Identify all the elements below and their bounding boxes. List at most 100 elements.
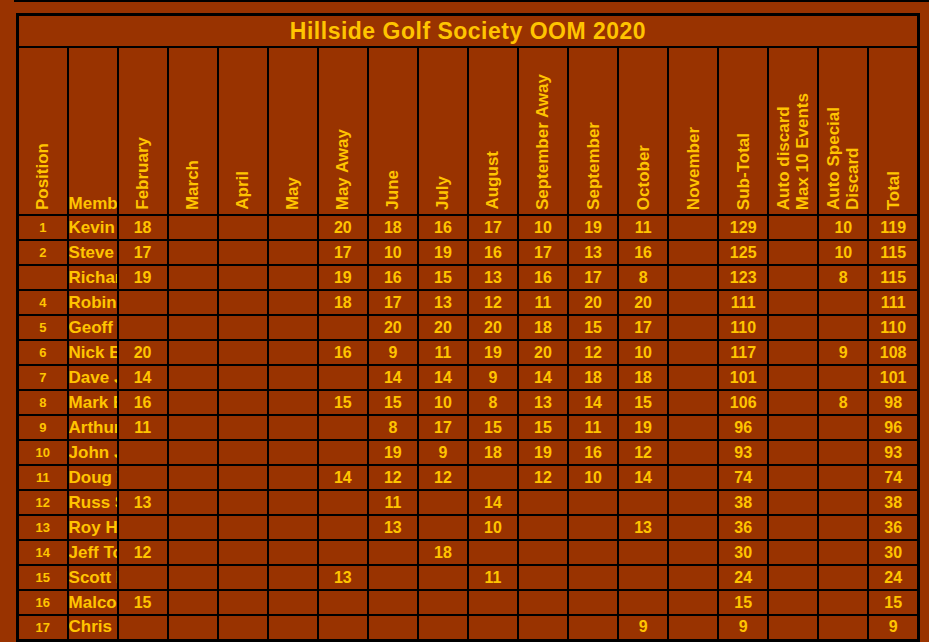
score-cell-june: 8 (368, 415, 418, 440)
score-cell-august (468, 615, 518, 640)
score-cell-may (268, 415, 318, 440)
score-cell-july (418, 515, 468, 540)
score-cell-may-away: 14 (318, 465, 368, 490)
table-row: 1Kevin Sheldon182018161710191112910119 (18, 215, 919, 240)
position-cell: 10 (18, 440, 68, 465)
score-cell-may (268, 215, 318, 240)
score-cell-auto-discard (768, 565, 818, 590)
score-cell-august: 20 (468, 315, 518, 340)
score-cell-august: 12 (468, 290, 518, 315)
table-row: 14Jeff Todd12183030 (18, 540, 919, 565)
score-cell-total: 9 (868, 615, 918, 640)
table-row: 7Dave Jessop1414149141818101101 (18, 365, 919, 390)
score-cell-october (618, 540, 668, 565)
score-cell-july: 13 (418, 290, 468, 315)
title-row: Hillside Golf Society OOM 2020 (18, 15, 919, 48)
score-cell-auto-discard (768, 590, 818, 615)
score-cell-may (268, 290, 318, 315)
score-cell-july: 10 (418, 390, 468, 415)
score-cell-september-away (518, 615, 568, 640)
column-header-label: July (433, 176, 452, 210)
member-name-cell: Arthur Wilson (68, 415, 118, 440)
score-cell-july: 20 (418, 315, 468, 340)
score-cell-auto-special-discard: 9 (818, 340, 868, 365)
score-cell-june: 13 (368, 515, 418, 540)
score-cell-march (168, 590, 218, 615)
score-cell-april (218, 290, 268, 315)
score-cell-october (618, 490, 668, 515)
position-cell: 15 (18, 565, 68, 590)
page-title: Hillside Golf Society OOM 2020 (18, 15, 919, 48)
score-cell-september (568, 540, 618, 565)
score-cell-november (668, 515, 718, 540)
score-cell-august: 8 (468, 390, 518, 415)
column-header-label: February (133, 137, 152, 210)
column-header-sub-total: Sub-Total (718, 47, 768, 215)
score-cell-april (218, 465, 268, 490)
member-name-cell: John Jessop (68, 440, 118, 465)
score-cell-may-away: 16 (318, 340, 368, 365)
member-name-cell: Doug Troke (68, 465, 118, 490)
score-cell-april (218, 565, 268, 590)
score-cell-august (468, 590, 518, 615)
position-cell: 2 (18, 240, 68, 265)
score-cell-october: 10 (618, 340, 668, 365)
score-cell-march (168, 365, 218, 390)
score-cell-june (368, 540, 418, 565)
column-header-auto-special-discard: Auto Special Discard (818, 47, 868, 215)
score-cell-april (218, 590, 268, 615)
score-cell-june: 10 (368, 240, 418, 265)
score-cell-auto-special-discard (818, 565, 868, 590)
score-cell-august (468, 540, 518, 565)
score-cell-total: 119 (868, 215, 918, 240)
score-cell-november (668, 290, 718, 315)
score-cell-auto-discard (768, 290, 818, 315)
score-cell-auto-special-discard (818, 440, 868, 465)
score-cell-may-away: 17 (318, 240, 368, 265)
position-cell: 16 (18, 590, 68, 615)
score-cell-may (268, 390, 318, 415)
score-cell-february: 14 (118, 365, 168, 390)
score-cell-total: 96 (868, 415, 918, 440)
score-cell-april (218, 340, 268, 365)
score-cell-april (218, 515, 268, 540)
score-cell-november (668, 490, 718, 515)
score-cell-june (368, 565, 418, 590)
score-cell-auto-discard (768, 465, 818, 490)
score-cell-june: 16 (368, 265, 418, 290)
score-cell-june (368, 615, 418, 640)
column-header-label: September Away (533, 74, 552, 210)
score-cell-april (218, 265, 268, 290)
member-name-cell: Malcolm Colenut (68, 590, 118, 615)
score-cell-february: 16 (118, 390, 168, 415)
score-cell-june: 12 (368, 465, 418, 490)
score-cell-may-away: 13 (318, 565, 368, 590)
score-cell-september (568, 590, 618, 615)
score-cell-total: 111 (868, 290, 918, 315)
score-cell-september-away (518, 565, 568, 590)
score-cell-may (268, 340, 318, 365)
score-cell-april (218, 240, 268, 265)
score-cell-september-away: 19 (518, 440, 568, 465)
table-row: 13Roy Hurrell1310133636 (18, 515, 919, 540)
score-cell-february: 20 (118, 340, 168, 365)
column-header-label: August (483, 151, 502, 210)
score-cell-august: 11 (468, 565, 518, 590)
score-cell-sub-total: 93 (718, 440, 768, 465)
score-cell-may (268, 515, 318, 540)
position-cell: 8 (18, 390, 68, 415)
score-cell-february (118, 440, 168, 465)
position-cell: 6 (18, 340, 68, 365)
score-cell-february (118, 465, 168, 490)
score-cell-june: 20 (368, 315, 418, 340)
score-cell-may (268, 565, 318, 590)
score-cell-september-away: 17 (518, 240, 568, 265)
table-row: 11Doug Troke1412121210147474 (18, 465, 919, 490)
score-cell-march (168, 290, 218, 315)
column-header-june: June (368, 47, 418, 215)
position-cell: 4 (18, 290, 68, 315)
score-cell-auto-special-discard (818, 315, 868, 340)
column-header-label: Position (33, 143, 52, 210)
score-cell-total: 38 (868, 490, 918, 515)
column-header-label: Sub-Total (734, 133, 753, 210)
